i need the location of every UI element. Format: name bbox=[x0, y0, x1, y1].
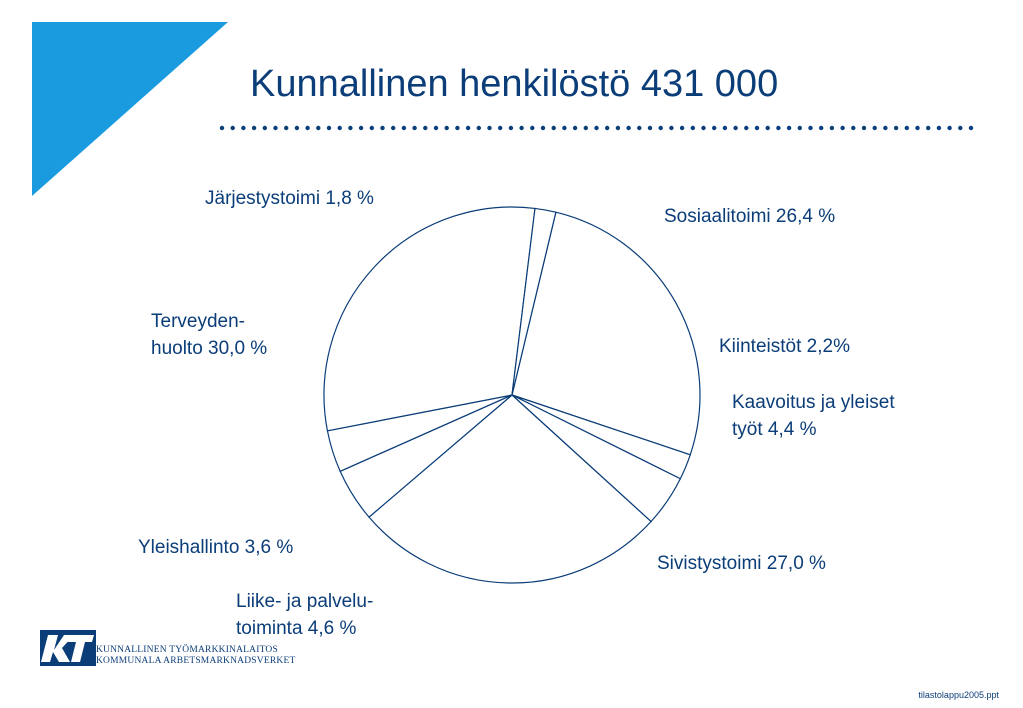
label-terveydenhuolto-line2: huolto 30,0 % bbox=[151, 338, 268, 359]
pie-slice-sivistystoimi bbox=[368, 394, 652, 584]
label-yleishallinto: Yleishallinto 3,6 % bbox=[138, 537, 294, 558]
kt-logo-icon bbox=[40, 630, 96, 666]
logo-text-line2: KOMMUNALA ARBETSMARKNADSVERKET bbox=[96, 656, 296, 666]
label-sosiaalitoimi: Sosiaalitoimi 26,4 % bbox=[664, 206, 836, 227]
label-liike-line1: Liike- ja palvelu- bbox=[236, 591, 374, 612]
label-kaavoitus-line2: työt 4,4 % bbox=[732, 419, 817, 440]
label-terveydenhuolto-line1: Terveyden- bbox=[151, 311, 245, 332]
label-kaavoitus-line1: Kaavoitus ja yleiset bbox=[732, 392, 895, 413]
logo-text-line1: KUNNALLINEN TYÖMARKKINALAITOS bbox=[96, 645, 278, 655]
corner-accent-graphic bbox=[32, 22, 228, 196]
slide-title: Kunnallinen henkilöstö 431 000 bbox=[250, 63, 779, 105]
footer-filename: tilastolappu2005.ppt bbox=[918, 690, 999, 700]
title-dotted-divider bbox=[219, 125, 974, 131]
pie-slice-järjestystoimi bbox=[511, 207, 557, 396]
pie-slice-sosiaalitoimi bbox=[511, 211, 701, 456]
label-jarjestystoimi: Järjestystoimi 1,8 % bbox=[205, 188, 374, 209]
label-kiinteistot: Kiinteistöt 2,2% bbox=[719, 336, 850, 357]
label-sivistystoimi: Sivistystoimi 27,0 % bbox=[657, 553, 826, 574]
organization-logo: KUNNALLINEN TYÖMARKKINALAITOS KOMMUNALA … bbox=[40, 630, 295, 673]
pie-slice-terveydenhuolto bbox=[323, 206, 536, 432]
label-liike-line2: toiminta 4,6 % bbox=[236, 618, 357, 639]
